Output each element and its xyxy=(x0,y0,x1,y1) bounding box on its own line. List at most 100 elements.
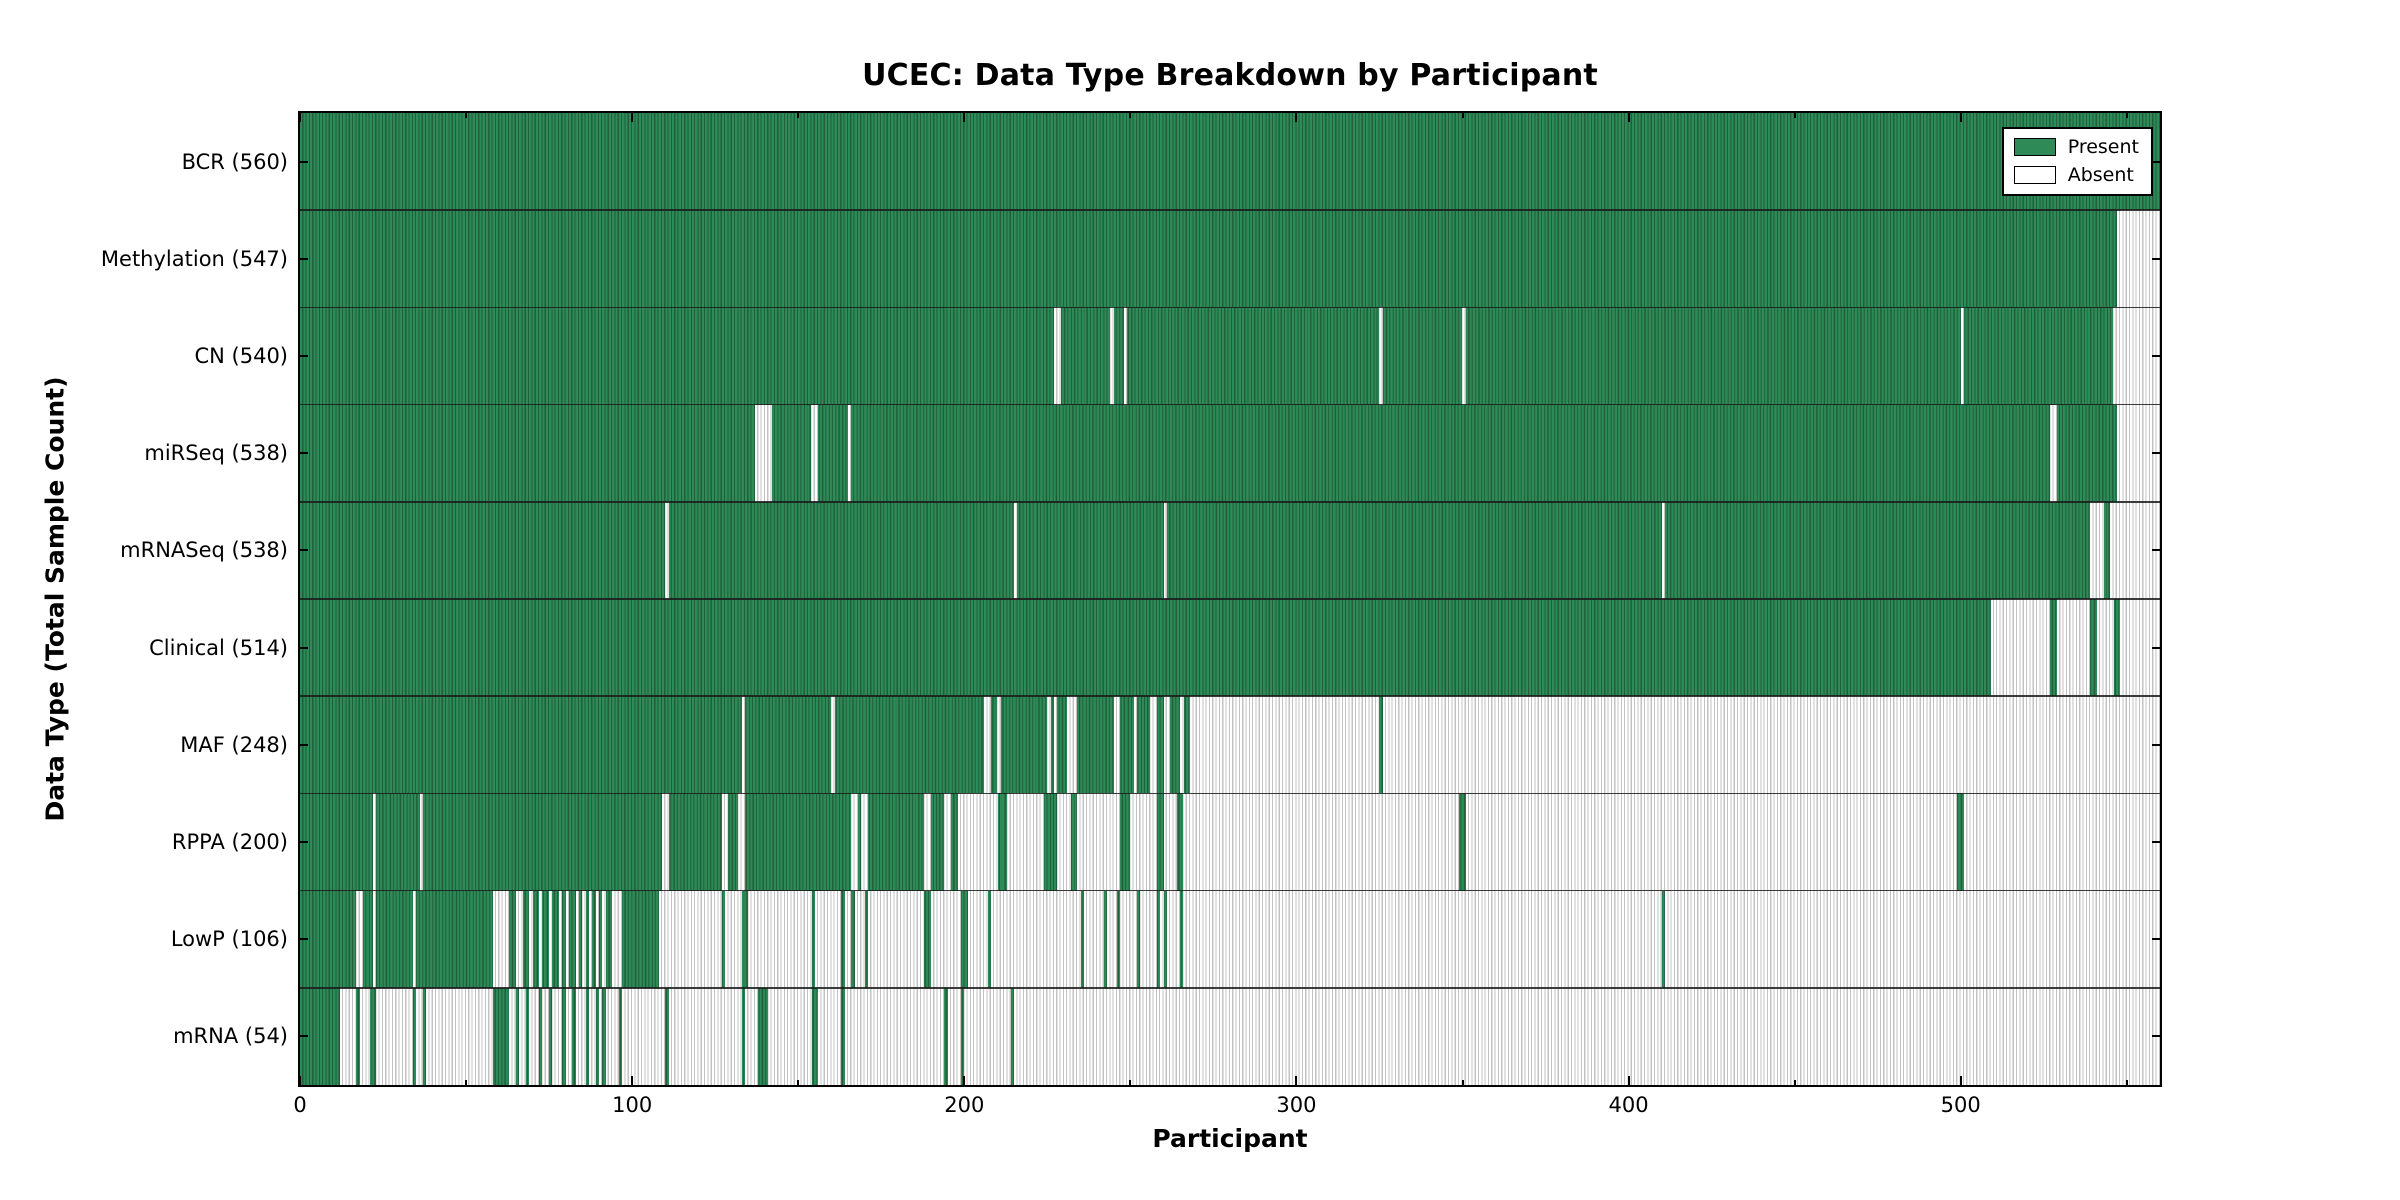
y-tick xyxy=(2152,549,2160,552)
present-run xyxy=(758,987,769,1085)
present-run xyxy=(542,890,550,988)
present-run xyxy=(960,987,965,1085)
present-run xyxy=(595,987,599,1085)
present-run xyxy=(376,793,420,891)
legend-absent-label: Absent xyxy=(2067,164,2134,186)
present-run xyxy=(1465,307,1961,405)
present-run xyxy=(1183,696,1191,794)
present-run xyxy=(1665,501,2091,599)
present-run xyxy=(562,987,566,1085)
x-tick-label-400: 400 xyxy=(1608,1093,1649,1117)
present-run xyxy=(668,501,1015,599)
present-run xyxy=(356,987,360,1085)
present-run xyxy=(509,890,516,988)
y-tick xyxy=(2152,743,2160,746)
y-tick xyxy=(2152,938,2160,941)
x-tick xyxy=(2125,1080,2128,1085)
present-run xyxy=(1156,793,1164,891)
present-run xyxy=(605,890,613,988)
present-run xyxy=(300,404,756,502)
present-run xyxy=(1010,987,1015,1085)
present-run xyxy=(1459,793,1466,891)
y-tick-label-methylation: Methylation (547) xyxy=(100,246,288,271)
present-run xyxy=(1137,696,1151,794)
y-tick xyxy=(2152,1035,2160,1038)
present-run xyxy=(1156,696,1164,794)
row-mrna xyxy=(300,987,2160,1085)
present-run xyxy=(1382,307,1463,405)
x-tick-label-500: 500 xyxy=(1940,1093,1981,1117)
row-maf xyxy=(300,696,2160,794)
row-separator xyxy=(300,792,2160,795)
present-run xyxy=(931,793,945,891)
present-run xyxy=(1180,890,1184,988)
y-tick xyxy=(2152,160,2160,163)
present-run xyxy=(668,793,722,891)
present-run xyxy=(300,696,742,794)
y-tick xyxy=(300,841,308,843)
present-run xyxy=(539,987,543,1085)
present-run xyxy=(1166,501,1662,599)
present-run xyxy=(851,404,2051,502)
y-tick xyxy=(300,938,308,941)
present-run xyxy=(741,987,746,1085)
x-tick xyxy=(1959,1076,1962,1085)
present-run xyxy=(598,890,603,988)
present-run xyxy=(522,890,530,988)
present-run xyxy=(2057,404,2117,502)
present-run xyxy=(721,890,726,988)
present-run xyxy=(858,793,862,891)
present-run xyxy=(552,890,560,988)
present-run xyxy=(864,890,868,988)
present-run xyxy=(363,890,374,988)
present-run xyxy=(515,987,520,1085)
present-run xyxy=(618,987,623,1085)
present-run xyxy=(1379,696,1383,794)
row-separator xyxy=(300,598,2160,600)
present-run xyxy=(300,599,1991,697)
row-mirseq xyxy=(300,404,2160,502)
present-run xyxy=(960,890,968,988)
x-tick xyxy=(631,113,634,122)
present-run xyxy=(592,890,596,988)
y-tick xyxy=(300,1035,308,1038)
y-tick xyxy=(300,743,308,746)
x-tick xyxy=(1129,1080,1132,1085)
plot-area: Present Absent xyxy=(298,111,2162,1087)
present-run xyxy=(1060,307,1111,405)
row-separator xyxy=(300,209,2160,211)
y-tick-label-bcr: BCR (560) xyxy=(181,149,288,174)
x-tick xyxy=(963,113,966,122)
present-run xyxy=(1113,307,1124,405)
y-tick xyxy=(2152,452,2160,455)
present-run xyxy=(1127,307,1380,405)
present-run xyxy=(300,793,374,891)
present-run xyxy=(562,890,566,988)
y-tick xyxy=(2152,355,2160,357)
x-tick xyxy=(797,1080,800,1085)
x-tick xyxy=(1959,113,1962,122)
x-tick xyxy=(797,113,800,118)
row-clinical xyxy=(300,599,2160,697)
present-run xyxy=(569,890,576,988)
present-run xyxy=(412,987,417,1085)
present-run xyxy=(944,987,948,1085)
present-run xyxy=(665,987,669,1085)
x-tick-label-100: 100 xyxy=(612,1093,653,1117)
x-tick xyxy=(1461,113,1464,118)
x-axis-title: Participant xyxy=(1152,1124,1308,1153)
present-run xyxy=(2113,599,2121,697)
y-tick xyxy=(300,160,308,163)
present-run xyxy=(834,696,985,794)
y-tick xyxy=(300,355,308,357)
present-run xyxy=(1120,696,1134,794)
row-bcr xyxy=(300,113,2160,211)
present-run xyxy=(818,404,849,502)
row-separator xyxy=(300,987,2160,989)
present-run xyxy=(990,696,998,794)
x-tick xyxy=(299,1076,301,1085)
present-run xyxy=(924,890,932,988)
x-tick xyxy=(1461,1080,1464,1085)
y-tick xyxy=(2152,646,2160,649)
present-run xyxy=(811,890,815,988)
